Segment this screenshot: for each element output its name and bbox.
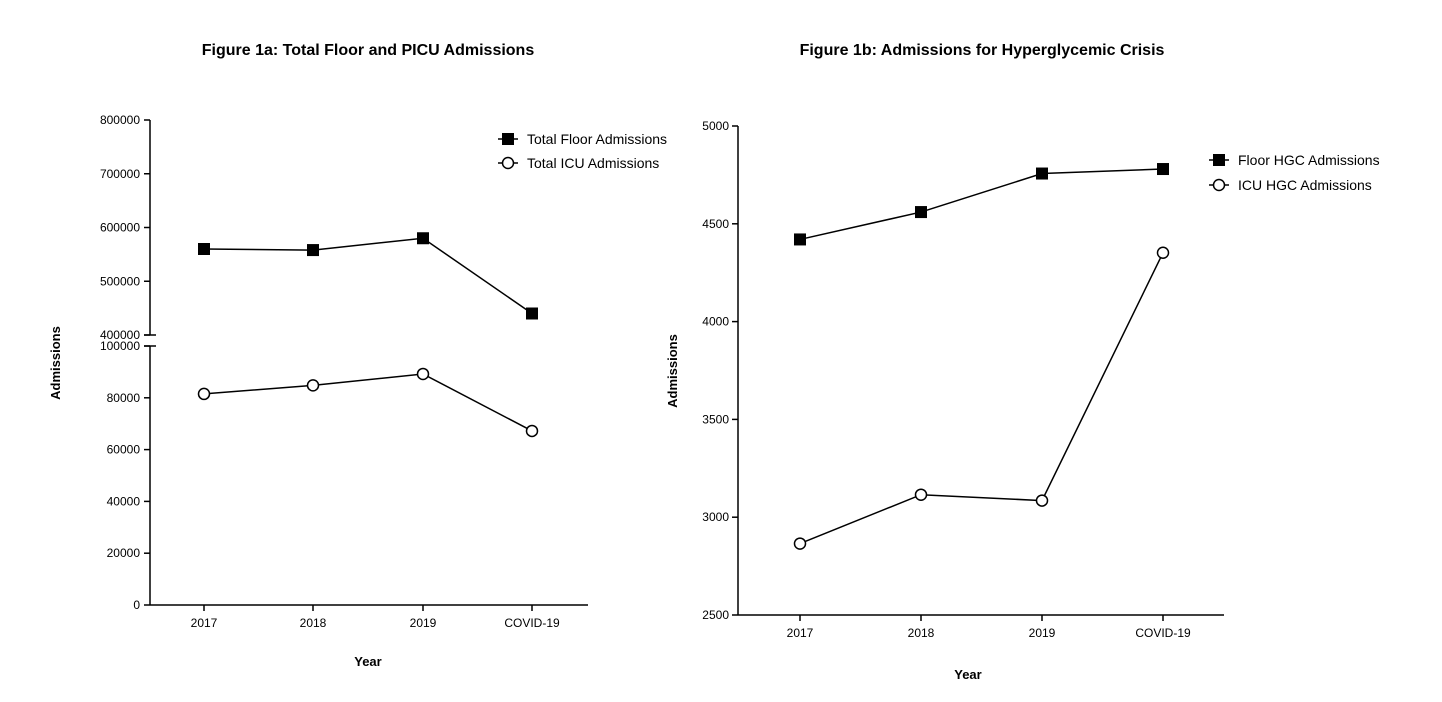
chart-1b-y-ticks: 2500 3000 3500 4000 4500 5000 bbox=[702, 119, 738, 622]
chart-1b-y-tick-label: 4500 bbox=[702, 217, 729, 231]
chart-1b-point bbox=[1036, 167, 1048, 180]
chart-1a-legend-marker bbox=[502, 133, 514, 145]
chart-1b-x-tick-label: COVID-19 bbox=[1135, 626, 1191, 640]
chart-1b-x-tick-label: 2019 bbox=[1029, 626, 1056, 640]
chart-1b-point bbox=[915, 206, 927, 219]
chart-1a-point bbox=[307, 244, 319, 257]
chart-1a-y-tick-label: 700000 bbox=[100, 167, 140, 181]
chart-1b-point bbox=[794, 233, 806, 246]
chart-1a-y-tick-label: 800000 bbox=[100, 113, 140, 127]
chart-1a-y-ticks: 400000 500000 600000 700000 800000 0 20000 4000… bbox=[100, 113, 150, 612]
chart-1a-y-tick-label: 400000 bbox=[100, 328, 140, 342]
chart-1b-y-tick-label: 3500 bbox=[702, 412, 729, 426]
chart-1b-legend: Floor HGC Admissions ICU HGC Admissions bbox=[1209, 152, 1380, 193]
chart-1a-legend-marker bbox=[501, 156, 515, 170]
chart-1a-y-tick-label: 600000 bbox=[100, 221, 140, 235]
chart-1b-x-tick-label: 2017 bbox=[787, 626, 814, 640]
chart-1a-point bbox=[526, 307, 538, 320]
chart-1a-x-tick-label: 2019 bbox=[410, 616, 437, 630]
chart-1a-y-tick-label: 60000 bbox=[107, 443, 141, 457]
chart-1a-legend-label: Total Floor Admissions bbox=[527, 131, 667, 147]
chart-1a-y-tick-label: 20000 bbox=[107, 546, 141, 560]
chart-1b-y-label: Admissions bbox=[665, 334, 680, 408]
chart-1a-y-tick-label: 0 bbox=[133, 598, 140, 612]
chart-1a-y-tick-label: 80000 bbox=[107, 391, 141, 405]
chart-1a-point bbox=[198, 243, 210, 255]
chart-1b-x-ticks: 2017 2018 2019 COVID-19 bbox=[787, 615, 1191, 640]
chart-1b-point bbox=[914, 488, 928, 501]
chart-1a-y-label: Admissions bbox=[48, 326, 63, 400]
chart-1a-point bbox=[417, 232, 429, 245]
chart-1a-series-line-2 bbox=[203, 373, 533, 432]
chart-1a-point bbox=[306, 379, 320, 392]
chart-1b-point bbox=[1157, 163, 1169, 176]
chart-1a-series-line-1 bbox=[203, 237, 533, 315]
chart-1a-y-tick-label: 40000 bbox=[107, 494, 141, 508]
chart-1b-point bbox=[1156, 246, 1170, 259]
chart-1b-series-line-2 bbox=[799, 252, 1164, 545]
chart-1a-legend-label: Total ICU Admissions bbox=[527, 155, 659, 171]
chart-1a-x-ticks: 2017 2018 2019 COVID-19 bbox=[191, 605, 560, 630]
chart-1b-y-tick-label: 5000 bbox=[702, 119, 729, 133]
chart-1b-point bbox=[1035, 494, 1049, 507]
chart-1a-x-label: Year bbox=[354, 654, 381, 669]
chart-1a: Figure 1a: Total Floor and PICU Admissio… bbox=[48, 42, 667, 669]
chart-1a-x-tick-label: 2018 bbox=[300, 616, 327, 630]
chart-1b-legend-label: ICU HGC Admissions bbox=[1238, 177, 1372, 193]
chart-1a-y-tick-label: 100000 bbox=[100, 339, 140, 353]
chart-1b-point bbox=[793, 537, 807, 550]
chart-1a-y-tick-label: 500000 bbox=[100, 274, 140, 288]
chart-1a-series bbox=[197, 232, 539, 438]
chart-1b-legend-label: Floor HGC Admissions bbox=[1238, 152, 1380, 168]
chart-1b-legend-marker bbox=[1213, 154, 1225, 166]
chart-1a-point bbox=[525, 424, 539, 438]
chart-1b-x-label: Year bbox=[954, 667, 981, 682]
chart-1b-y-tick-label: 3000 bbox=[702, 510, 729, 524]
chart-1b-y-tick-label: 2500 bbox=[702, 608, 729, 622]
chart-1b-y-tick-label: 4000 bbox=[702, 315, 729, 329]
chart-1a-point bbox=[197, 387, 211, 401]
chart-1a-legend: Total Floor Admissions Total ICU Admissio… bbox=[498, 131, 667, 171]
chart-1a-point bbox=[416, 367, 430, 381]
chart-1a-x-tick-label: COVID-19 bbox=[504, 616, 560, 630]
chart-1b-title: Figure 1b: Admissions for Hyperglycemic … bbox=[800, 42, 1165, 59]
chart-1b-x-tick-label: 2018 bbox=[908, 626, 935, 640]
chart-1b-legend-marker bbox=[1212, 178, 1226, 192]
chart-1b-series bbox=[793, 163, 1170, 550]
chart-1b-series-line-1 bbox=[799, 168, 1164, 241]
chart-1a-x-tick-label: 2017 bbox=[191, 616, 218, 630]
chart-1b: Figure 1b: Admissions for Hyperglycemic … bbox=[665, 42, 1380, 682]
chart-1a-title: Figure 1a: Total Floor and PICU Admissio… bbox=[202, 42, 535, 59]
